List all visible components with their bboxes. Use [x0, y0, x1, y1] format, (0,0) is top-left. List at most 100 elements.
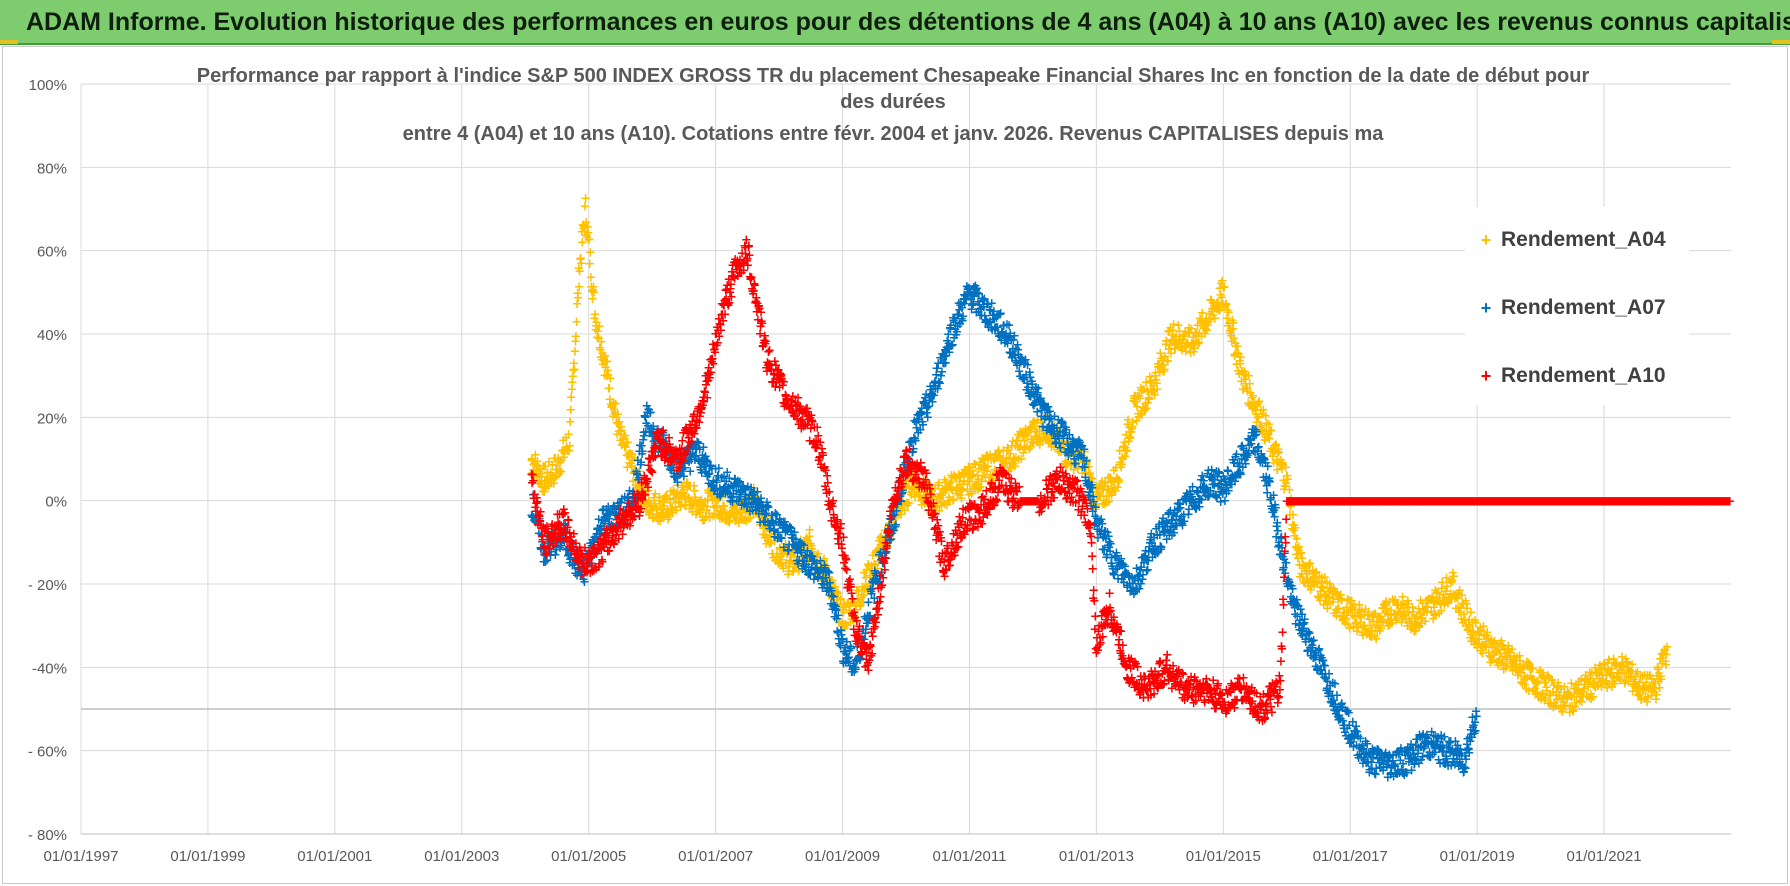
point-rendement_a04: + — [590, 307, 601, 322]
point-rendement_a04: + — [583, 226, 594, 241]
point-rendement_a04: + — [555, 465, 566, 480]
point-rendement_a04: + — [756, 509, 767, 524]
point-rendement_a04: + — [581, 216, 592, 231]
point-rendement_a04: + — [529, 471, 540, 486]
point-rendement_a04: + — [543, 479, 554, 494]
point-rendement_a04: + — [562, 440, 573, 455]
point-rendement_a04: + — [557, 444, 568, 459]
point-rendement_a04: + — [750, 506, 761, 521]
point-rendement_a04: + — [767, 547, 778, 562]
point-rendement_a04: + — [701, 510, 712, 525]
point-rendement_a04: + — [716, 504, 727, 519]
point-rendement_a04: + — [793, 537, 804, 552]
point-rendement_a04: + — [738, 513, 749, 528]
point-rendement_a04: + — [534, 465, 545, 480]
point-rendement_a04: + — [594, 341, 605, 356]
point-rendement_a04: + — [738, 503, 749, 518]
point-rendement_a04: + — [552, 458, 563, 473]
point-rendement_a04: + — [783, 564, 794, 579]
point-rendement_a04: + — [785, 548, 796, 563]
point-rendement_a04: + — [780, 537, 791, 552]
point-rendement_a04: + — [695, 505, 706, 520]
point-rendement_a04: + — [789, 545, 800, 560]
point-rendement_a04: + — [725, 510, 736, 525]
point-rendement_a04: + — [685, 479, 696, 494]
point-rendement_a04: + — [705, 486, 716, 501]
point-rendement_a04: + — [585, 245, 596, 260]
point-rendement_a04: + — [558, 433, 569, 448]
point-rendement_a04: + — [707, 494, 718, 509]
point-rendement_a04: + — [541, 470, 552, 485]
y-tick-label: 0% — [45, 494, 67, 511]
point-rendement_a04: + — [808, 549, 819, 564]
y-tick-label: -40% — [32, 660, 67, 677]
point-rendement_a04: + — [562, 444, 573, 459]
point-rendement_a04: + — [712, 483, 723, 498]
point-rendement_a04: + — [732, 507, 743, 522]
point-rendement_a04: + — [575, 253, 586, 268]
point-rendement_a04: + — [550, 463, 561, 478]
point-rendement_a04: + — [725, 495, 736, 510]
point-rendement_a04: + — [802, 533, 813, 548]
y-tick-label: - 20% — [28, 577, 67, 594]
point-rendement_a04: + — [768, 530, 779, 545]
point-rendement_a04: + — [693, 504, 704, 519]
point-rendement_a04: + — [614, 424, 625, 439]
point-rendement_a04: + — [675, 500, 686, 515]
point-rendement_a04: + — [569, 363, 580, 378]
point-rendement_a04: + — [534, 474, 545, 489]
point-rendement_a04: + — [693, 501, 704, 516]
series-rendement_a04: ++++++++++++++++++++++++++++++++++++++++… — [526, 191, 1672, 720]
point-rendement_a04: + — [785, 554, 796, 569]
point-rendement_a04: + — [590, 323, 601, 338]
point-rendement_a04: + — [573, 291, 584, 306]
point-rendement_a04: + — [667, 506, 678, 521]
point-rendement_a04: + — [547, 458, 558, 473]
point-rendement_a04: + — [719, 499, 730, 514]
point-rendement_a04: + — [547, 470, 558, 485]
point-rendement_a04: + — [637, 480, 648, 495]
point-rendement_a04: + — [810, 556, 821, 571]
point-rendement_a04: + — [631, 465, 642, 480]
point-rendement_a04: + — [607, 399, 618, 414]
point-rendement_a04: + — [779, 543, 790, 558]
point-rendement_a04: + — [680, 498, 691, 513]
point-rendement_a04: + — [538, 459, 549, 474]
point-rendement_a04: + — [734, 506, 745, 521]
point-rendement_a04: + — [811, 549, 822, 564]
point-rendement_a04: + — [748, 507, 759, 522]
point-rendement_a04: + — [635, 494, 646, 509]
point-rendement_a04: + — [766, 536, 777, 551]
point-rendement_a04: + — [627, 448, 638, 463]
point-rendement_a04: + — [718, 500, 729, 515]
point-rendement_a04: + — [730, 514, 741, 529]
point-rendement_a04: + — [535, 462, 546, 477]
point-rendement_a04: + — [703, 486, 714, 501]
point-rendement_a04: + — [615, 420, 626, 435]
y-tick-label: 80% — [37, 160, 67, 177]
point-rendement_a04: + — [710, 508, 721, 523]
point-rendement_a04: + — [696, 498, 707, 513]
x-tick-label: 01/01/2003 — [424, 848, 499, 865]
point-rendement_a04: + — [741, 501, 752, 516]
point-rendement_a04: + — [545, 476, 556, 491]
point-rendement_a04: + — [577, 218, 588, 233]
point-rendement_a04: + — [568, 357, 579, 372]
point-rendement_a04: + — [550, 452, 561, 467]
point-rendement_a04: + — [646, 500, 657, 515]
point-rendement_a04: + — [681, 476, 692, 491]
point-rendement_a04: + — [632, 473, 643, 488]
point-rendement_a04: + — [581, 228, 592, 243]
point-rendement_a04: + — [612, 408, 623, 423]
point-rendement_a04: + — [607, 400, 618, 415]
point-rendement_a04: + — [792, 538, 803, 553]
point-rendement_a04: + — [765, 528, 776, 543]
point-rendement_a04: + — [697, 513, 708, 528]
point-rendement_a04: + — [554, 467, 565, 482]
point-rendement_a04: + — [786, 544, 797, 559]
point-rendement_a04: + — [604, 392, 615, 407]
point-rendement_a04: + — [614, 415, 625, 430]
point-rendement_a04: + — [749, 484, 760, 499]
point-rendement_a04: + — [735, 511, 746, 526]
point-rendement_a04: + — [682, 476, 693, 491]
